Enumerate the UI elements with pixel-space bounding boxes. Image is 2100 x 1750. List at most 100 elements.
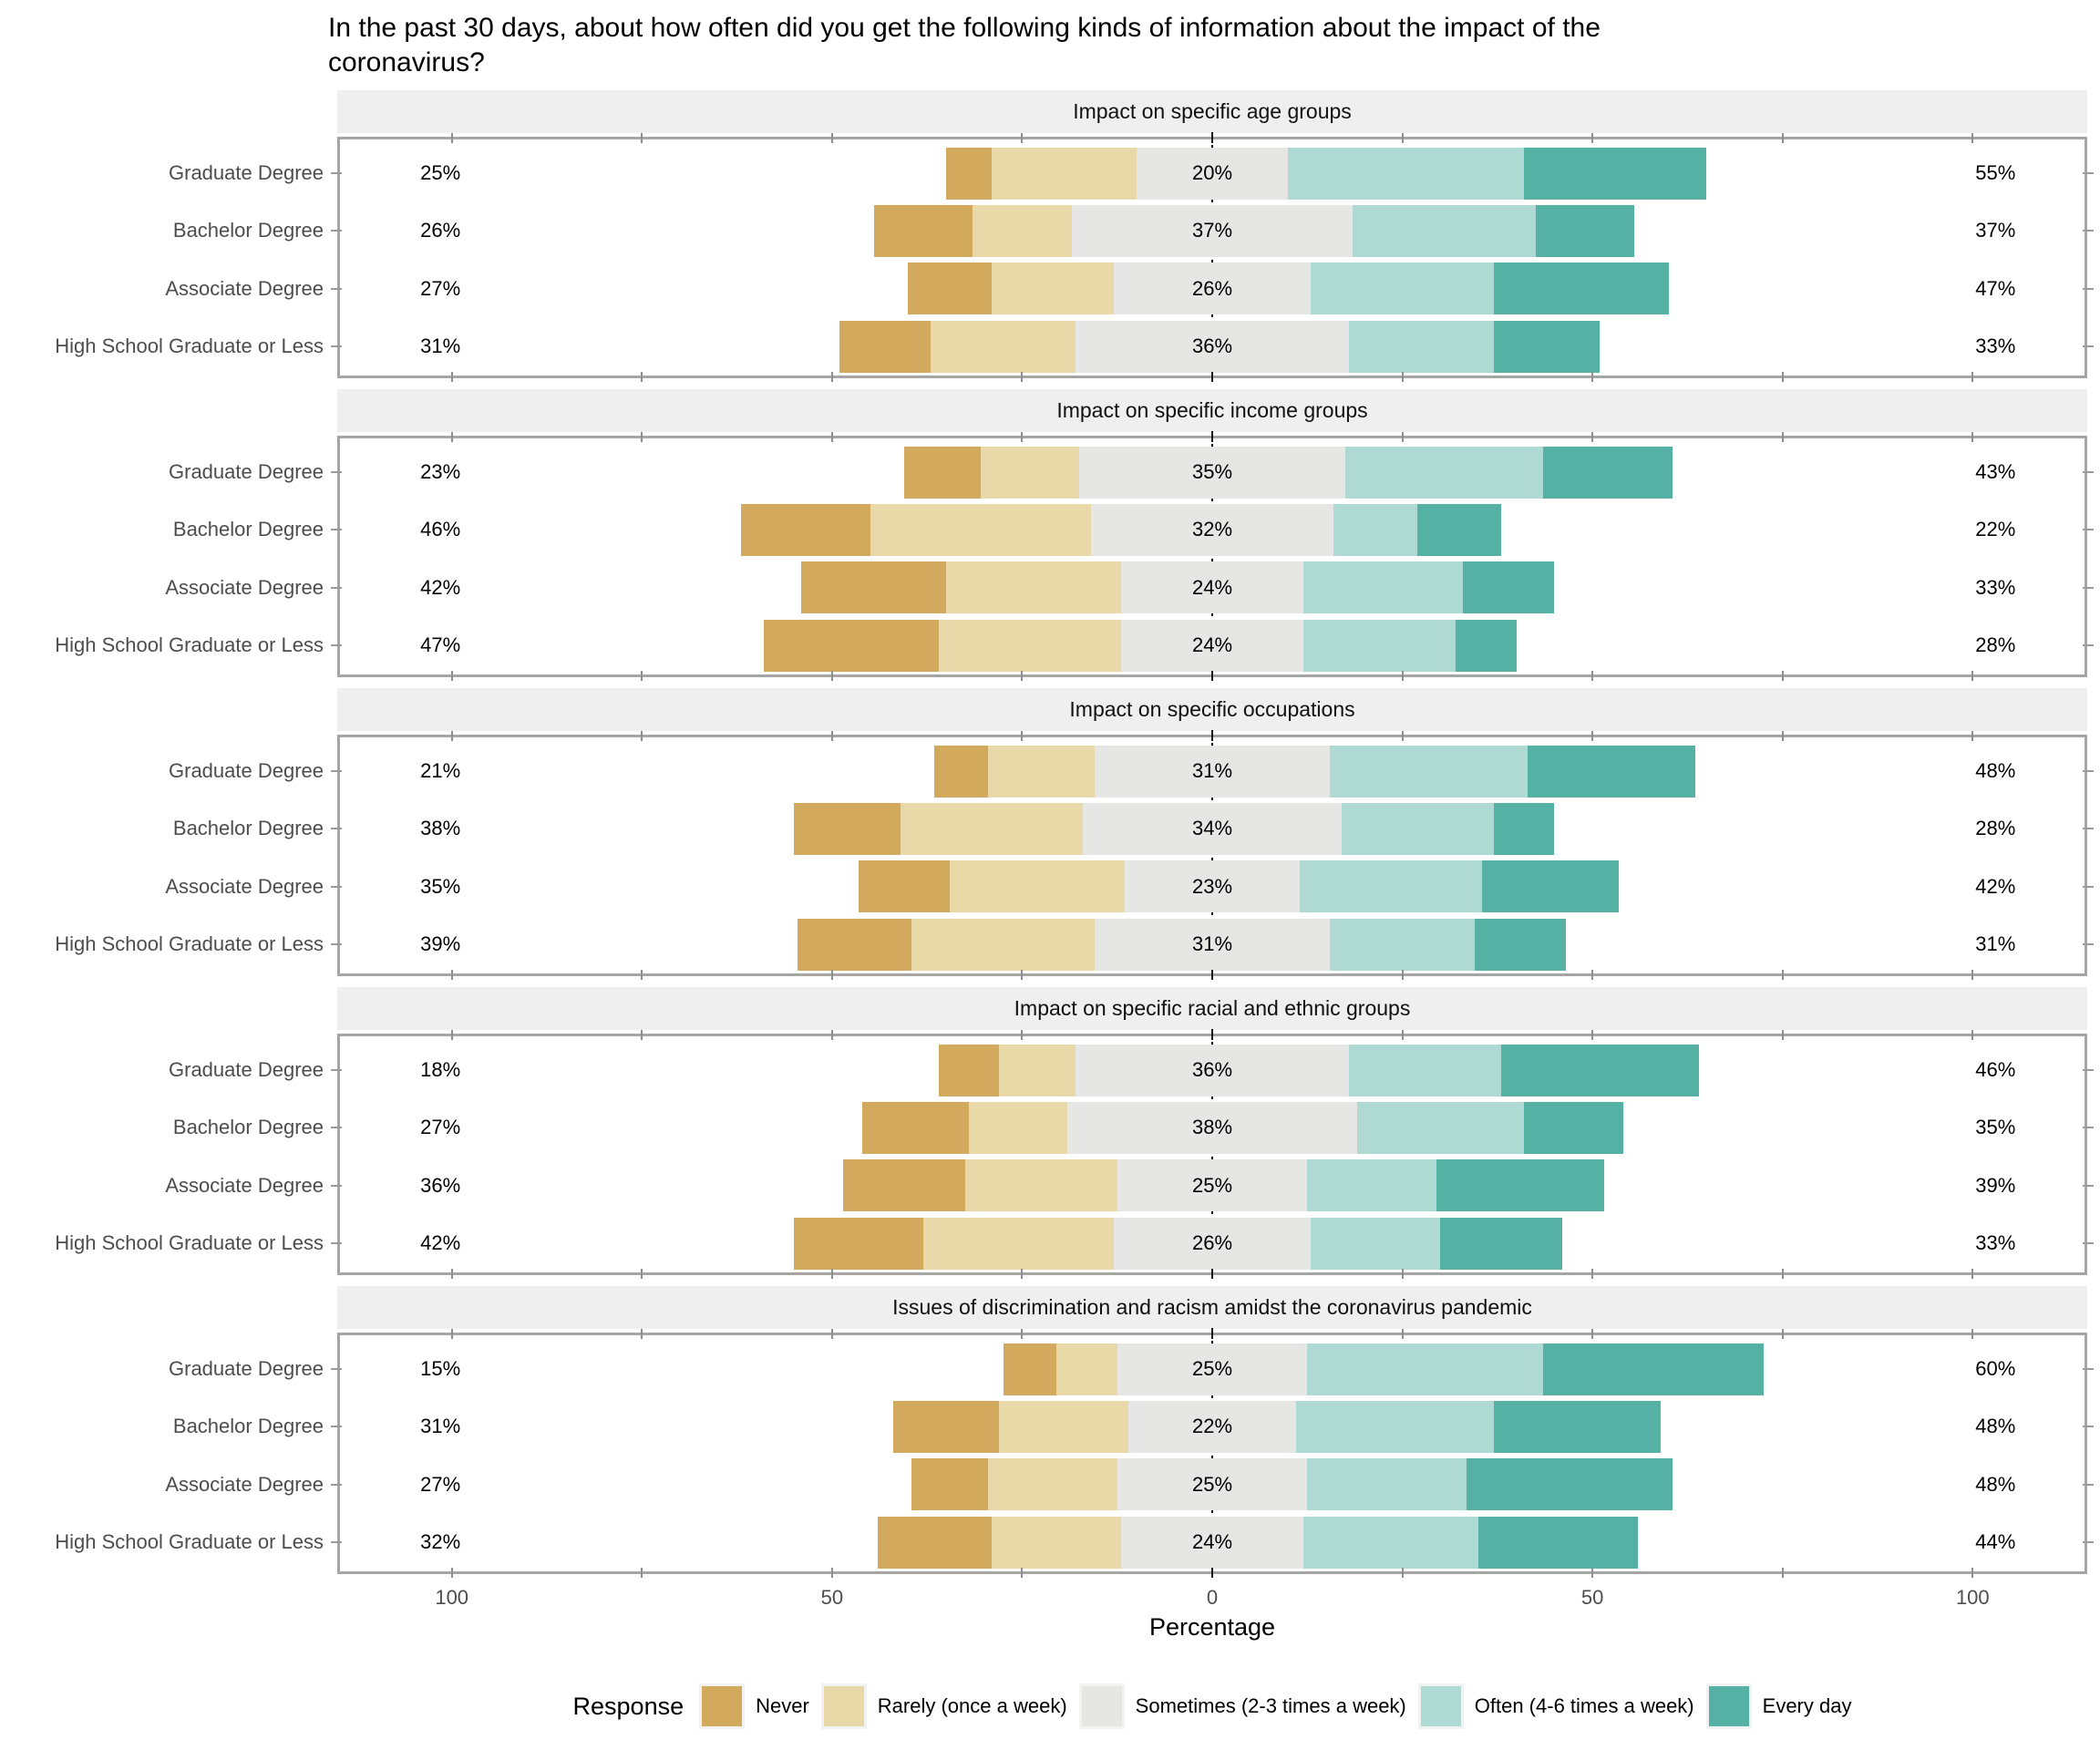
bar-segment-often [1311, 1217, 1441, 1270]
bar-segment-sometimes [1125, 860, 1300, 913]
axis-minor-tick [1591, 372, 1594, 382]
row-category-label: Graduate Degree [169, 161, 324, 184]
axis-minor-tick [1211, 133, 1213, 143]
bar-segment-sometimes [1113, 1217, 1312, 1270]
row-axis-tick [331, 1541, 342, 1544]
pct-label-high: 48% [1975, 1415, 2016, 1438]
row-axis-tick [331, 770, 342, 772]
axis-minor-tick [1021, 1568, 1024, 1578]
row-axis-tick [2083, 1483, 2094, 1486]
axis-minor-tick [641, 1568, 643, 1578]
bar-segment-often [1307, 1343, 1543, 1395]
bar-segment-rarely [969, 1101, 1068, 1154]
row-axis-tick [2083, 943, 2094, 946]
bar-segment-everyday [1501, 1044, 1699, 1096]
row-category-label: High School Graduate or Less [55, 1231, 324, 1255]
row-category-label: Associate Degree [165, 276, 324, 300]
bar-segment-sometimes [1094, 918, 1331, 971]
bar-segment-sometimes [1094, 745, 1331, 798]
legend-item: Sometimes (2-3 times a week) [1081, 1686, 1406, 1726]
row-category-label: Bachelor Degree [172, 219, 324, 242]
axis-minor-tick [1591, 970, 1594, 980]
row-axis-tick [331, 1242, 342, 1245]
pct-label-mid: 24% [1191, 633, 1233, 657]
legend-label: Never [756, 1694, 809, 1717]
legend-item: Often (4-6 times a week) [1420, 1686, 1694, 1726]
bar-segment-rarely [992, 147, 1137, 200]
pct-label-mid: 31% [1191, 759, 1233, 782]
row-category-label: Graduate Degree [169, 460, 324, 483]
axis-minor-tick [641, 1329, 643, 1339]
pct-label-mid: 36% [1191, 1058, 1233, 1081]
pct-label-low: 31% [420, 335, 461, 358]
bar-segment-everyday [1463, 561, 1555, 614]
axis-minor-tick [1211, 1568, 1213, 1578]
axis-minor-tick [641, 432, 643, 442]
zero-reference-line [1211, 132, 1213, 383]
bar-segment-often [1303, 1516, 1478, 1569]
pct-label-low: 32% [420, 1530, 461, 1554]
row-axis-tick [2083, 885, 2094, 888]
axis-minor-tick [1971, 671, 1974, 681]
bar-segment-sometimes [1078, 446, 1345, 499]
axis-minor-tick [1401, 1568, 1404, 1578]
pct-label-high: 46% [1975, 1058, 2016, 1081]
row-axis-tick [331, 230, 342, 232]
bar-segment-never [763, 619, 939, 672]
x-axis-tick-label: 50 [1580, 1586, 1604, 1609]
legend-label: Every day [1762, 1694, 1852, 1717]
row-axis-tick [331, 1069, 342, 1071]
pct-label-mid: 31% [1191, 932, 1233, 956]
row-axis-tick [2083, 1368, 2094, 1370]
axis-minor-tick [450, 1329, 453, 1339]
bar-segment-never [794, 802, 901, 855]
panel-plot: 25% 20% 55% 26% 37% 37% 27% 26% 47% 31% 36% 33% [331, 132, 2094, 383]
row-axis-tick [2083, 1184, 2094, 1187]
bar-segment-often [1353, 204, 1536, 257]
pct-label-mid: 34% [1191, 817, 1233, 840]
row-axis-tick [331, 943, 342, 946]
pct-label-mid: 25% [1191, 1173, 1233, 1197]
pct-label-high: 33% [1975, 575, 2016, 599]
bar-segment-everyday [1482, 860, 1620, 913]
pct-label-low: 46% [420, 518, 461, 541]
legend-label: Sometimes (2-3 times a week) [1135, 1694, 1406, 1717]
bar-segment-rarely [922, 1217, 1114, 1270]
pct-label-low: 27% [420, 1116, 461, 1139]
pct-label-mid: 32% [1191, 518, 1233, 541]
axis-minor-tick [1021, 1269, 1024, 1279]
row-axis-tick [331, 1127, 342, 1129]
axis-minor-tick [1211, 432, 1213, 442]
bar-segment-rarely [950, 860, 1126, 913]
pct-label-high: 44% [1975, 1530, 2016, 1554]
row-category-label: Bachelor Degree [172, 1116, 324, 1139]
pct-label-mid: 20% [1191, 161, 1233, 184]
axis-minor-tick [1021, 970, 1024, 980]
axis-minor-tick [1021, 133, 1024, 143]
bar-segment-sometimes [1067, 1101, 1357, 1154]
bar-segment-rarely [870, 503, 1091, 556]
bar-segment-sometimes [1120, 561, 1304, 614]
axis-minor-tick [830, 372, 833, 382]
bar-segment-often [1330, 745, 1529, 798]
pct-label-low: 26% [420, 219, 461, 242]
legend-swatch [823, 1686, 864, 1726]
pct-label-high: 37% [1975, 219, 2016, 242]
row-axis-tick [2083, 287, 2094, 290]
axis-minor-tick [1591, 133, 1594, 143]
axis-minor-tick [1401, 133, 1404, 143]
bar-segment-often [1349, 320, 1494, 373]
axis-minor-tick [450, 133, 453, 143]
bar-segment-everyday [1417, 503, 1502, 556]
axis-minor-tick [1021, 1329, 1024, 1339]
bar-segment-everyday [1493, 802, 1555, 855]
pct-label-low: 27% [420, 1472, 461, 1496]
axis-minor-tick [1401, 1269, 1404, 1279]
axis-minor-tick [641, 731, 643, 741]
bar-segment-everyday [1493, 320, 1601, 373]
axis-minor-tick [1021, 432, 1024, 442]
axis-minor-tick [1211, 1030, 1213, 1040]
bar-segment-often [1341, 802, 1494, 855]
x-axis-tick-label: 50 [820, 1586, 844, 1609]
row-axis-tick [2083, 1426, 2094, 1428]
